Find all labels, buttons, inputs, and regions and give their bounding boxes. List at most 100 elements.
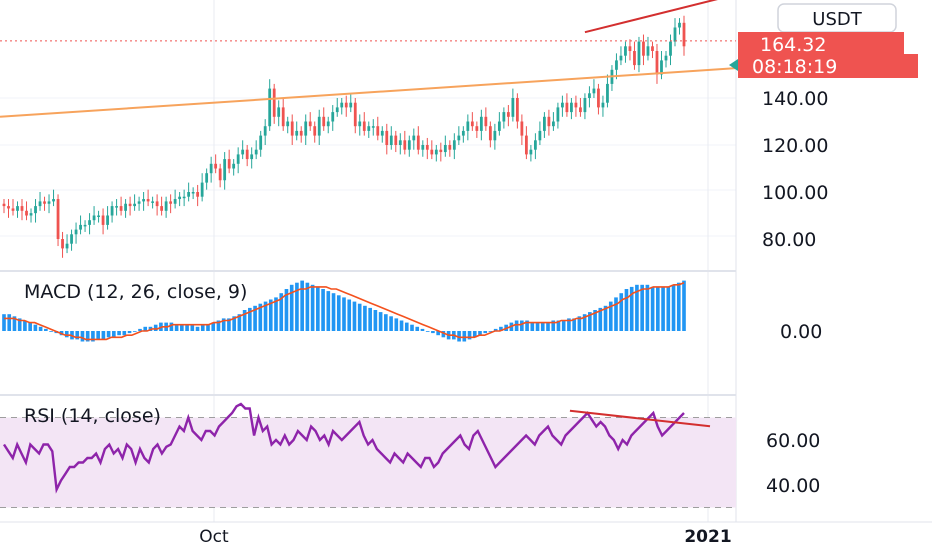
candle-body [353,102,357,127]
candle [137,196,141,211]
macd-bar [614,297,618,331]
candle [592,79,596,98]
candle-body [83,224,87,227]
candle [191,187,195,200]
candle-body [326,121,330,127]
candle-body [254,149,258,155]
candle-body [430,149,434,155]
macd-bar [676,282,681,331]
candle-body [678,22,681,28]
candle [624,41,627,63]
candle [439,142,443,162]
candle-body [169,201,173,204]
candle-body [137,201,141,204]
rsi-title: RSI (14, close) [24,405,161,427]
candle [655,43,659,84]
candle [313,121,317,143]
macd-bar [368,307,372,331]
candle-body [642,41,645,56]
candle [317,109,321,145]
candle [619,46,623,66]
candle-body [227,159,231,169]
macd-bar [352,301,357,331]
candle [430,140,434,160]
macd-bar [33,324,38,331]
candle [11,199,15,216]
candle [515,93,519,129]
candle [83,220,87,232]
rsi-divergence-line [569,409,711,428]
candle-body [376,126,380,136]
candle-body [488,126,492,141]
macd-bar [242,310,247,331]
candle [227,149,231,174]
macd-bar [671,284,676,331]
macd-bar [493,328,498,331]
last-price-value: 164.32 [760,34,826,56]
candle [642,34,645,66]
candle [678,18,681,35]
unit-selector[interactable]: USDT [777,3,897,33]
candle [20,199,24,221]
macd-bar [38,326,43,331]
rsi-band [0,417,736,508]
candle-body [556,107,560,122]
candle [106,206,109,230]
macd-bar [169,322,174,331]
candle [38,192,42,211]
candle-body [331,112,335,122]
candle-body [272,88,276,117]
candle [79,215,82,235]
macd-bar [551,320,556,331]
macd-bar [49,331,53,332]
macd-bar [499,326,503,331]
candle-body [470,121,474,127]
macd-bar [514,320,519,331]
macd-bar [263,301,268,331]
candle-body [313,126,317,136]
macd-bar [420,328,425,331]
candle-body [583,98,587,113]
rsi-pane: RSI (14, close) [0,402,736,508]
candle-body [421,145,425,150]
macd-bar [2,314,6,331]
candle-body [448,145,452,150]
candle [209,156,213,183]
macd-bar [577,316,582,331]
candle [146,189,150,207]
candle [92,206,96,225]
candle-body [259,135,263,150]
macd-bar [300,280,304,331]
candle [506,105,510,127]
candle-body [214,163,218,169]
candle [263,119,267,145]
candle-body [669,41,672,56]
x-tick-label: Oct [199,527,229,547]
candle [470,112,474,131]
macd-bar [174,324,179,331]
candle-body [660,60,663,75]
candle-body [209,163,213,174]
macd-bar [525,320,529,331]
macd-title: MACD (12, 26, close, 9) [24,281,247,303]
candle [232,159,236,176]
candle [178,192,182,207]
macd-bar [253,305,257,331]
candle [47,194,51,214]
macd-bar [17,318,22,331]
candle [394,130,398,153]
candle-body [16,206,19,211]
candle [547,109,551,136]
candle [115,199,118,216]
candle [25,201,28,221]
macd-bar [96,331,100,340]
macd-bar [645,284,650,331]
candle-body [349,102,353,108]
candle-body [236,154,240,164]
candle [236,147,240,174]
candle-body [619,55,623,61]
macd-bar [12,316,17,331]
price-axis: 80.00 100.00 120.00 140.00 0.00 40.00 60.00 [762,88,828,497]
candle-body [655,51,659,75]
